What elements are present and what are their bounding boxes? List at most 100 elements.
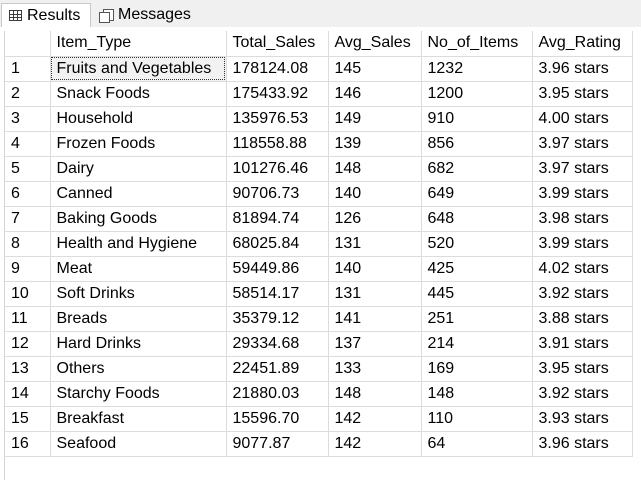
row-number-cell[interactable]: 3 <box>5 106 51 132</box>
avg-sales-cell[interactable]: 140 <box>328 181 422 207</box>
table-row[interactable]: 16 Seafood 9077.87 142 64 3.96 stars <box>5 431 633 457</box>
avg-rating-cell[interactable]: 3.97 stars <box>532 156 633 182</box>
no-of-items-cell[interactable]: 148 <box>421 381 533 407</box>
avg-rating-cell[interactable]: 3.91 stars <box>532 331 633 357</box>
no-of-items-cell[interactable]: 1232 <box>421 56 533 82</box>
total-sales-cell[interactable]: 15596.70 <box>226 406 329 432</box>
row-number-cell[interactable]: 1 <box>5 56 51 82</box>
avg-sales-cell[interactable]: 142 <box>328 431 422 457</box>
row-number-cell[interactable]: 10 <box>5 281 51 307</box>
avg-sales-cell[interactable]: 145 <box>328 56 422 82</box>
total-sales-header[interactable]: Total_Sales <box>226 31 329 57</box>
avg-sales-cell[interactable]: 131 <box>328 231 422 257</box>
item-type-cell[interactable]: Meat <box>50 256 227 282</box>
row-number-cell[interactable]: 14 <box>5 381 51 407</box>
results-grid[interactable]: Item_Type Total_Sales Avg_Sales No_of_Items… <box>4 31 638 480</box>
row-number-cell[interactable]: 11 <box>5 306 51 332</box>
no-of-items-cell[interactable]: 214 <box>421 331 533 357</box>
item-type-cell[interactable]: Hard Drinks <box>50 331 227 357</box>
table-row[interactable]: 14 Starchy Foods 21880.03 148 148 3.92 stars <box>5 381 633 407</box>
avg-sales-cell[interactable]: 142 <box>328 406 422 432</box>
avg-rating-header[interactable]: Avg_Rating <box>532 31 633 57</box>
no-of-items-cell[interactable]: 648 <box>421 206 533 232</box>
table-row[interactable]: 2 Snack Foods 175433.92 146 1200 3.95 stars <box>5 81 633 107</box>
total-sales-cell[interactable]: 175433.92 <box>226 81 329 107</box>
avg-rating-cell[interactable]: 4.00 stars <box>532 106 633 132</box>
avg-rating-cell[interactable]: 3.98 stars <box>532 206 633 232</box>
item-type-cell[interactable]: Breakfast <box>50 406 227 432</box>
avg-rating-cell[interactable]: 4.02 stars <box>532 256 633 282</box>
no-of-items-cell[interactable]: 520 <box>421 231 533 257</box>
total-sales-cell[interactable]: 29334.68 <box>226 331 329 357</box>
avg-sales-cell[interactable]: 149 <box>328 106 422 132</box>
item-type-header[interactable]: Item_Type <box>50 31 227 57</box>
avg-rating-cell[interactable]: 3.97 stars <box>532 131 633 157</box>
table-row[interactable]: 1 Fruits and Vegetables 178124.08 145 1232 3.… <box>5 56 633 82</box>
total-sales-cell[interactable]: 22451.89 <box>226 356 329 382</box>
table-row[interactable]: 8 Health and Hygiene 68025.84 131 520 3.99 st… <box>5 231 633 257</box>
table-row[interactable]: 12 Hard Drinks 29334.68 137 214 3.91 stars <box>5 331 633 357</box>
total-sales-cell[interactable]: 101276.46 <box>226 156 329 182</box>
row-number-cell[interactable]: 13 <box>5 356 51 382</box>
avg-sales-cell[interactable]: 148 <box>328 156 422 182</box>
table-row[interactable]: 13 Others 22451.89 133 169 3.95 stars <box>5 356 633 382</box>
total-sales-cell[interactable]: 59449.86 <box>226 256 329 282</box>
avg-rating-cell[interactable]: 3.92 stars <box>532 381 633 407</box>
avg-rating-cell[interactable]: 3.95 stars <box>532 356 633 382</box>
total-sales-cell[interactable]: 178124.08 <box>226 56 329 82</box>
avg-sales-cell[interactable]: 146 <box>328 81 422 107</box>
avg-sales-cell[interactable]: 141 <box>328 306 422 332</box>
item-type-cell[interactable]: Soft Drinks <box>50 281 227 307</box>
no-of-items-header[interactable]: No_of_Items <box>421 31 533 57</box>
total-sales-cell[interactable]: 58514.17 <box>226 281 329 307</box>
table-row[interactable]: 5 Dairy 101276.46 148 682 3.97 stars <box>5 156 633 182</box>
no-of-items-cell[interactable]: 169 <box>421 356 533 382</box>
avg-rating-cell[interactable]: 3.92 stars <box>532 281 633 307</box>
total-sales-cell[interactable]: 118558.88 <box>226 131 329 157</box>
no-of-items-cell[interactable]: 110 <box>421 406 533 432</box>
no-of-items-cell[interactable]: 445 <box>421 281 533 307</box>
row-number-cell[interactable]: 15 <box>5 406 51 432</box>
avg-sales-cell[interactable]: 140 <box>328 256 422 282</box>
row-number-cell[interactable]: 5 <box>5 156 51 182</box>
total-sales-cell[interactable]: 35379.12 <box>226 306 329 332</box>
avg-sales-header[interactable]: Avg_Sales <box>328 31 422 57</box>
row-number-cell[interactable]: 7 <box>5 206 51 232</box>
table-row[interactable]: 15 Breakfast 15596.70 142 110 3.93 stars <box>5 406 633 432</box>
table-row[interactable]: 4 Frozen Foods 118558.88 139 856 3.97 stars <box>5 131 633 157</box>
row-number-cell[interactable]: 12 <box>5 331 51 357</box>
row-number-cell[interactable]: 2 <box>5 81 51 107</box>
total-sales-cell[interactable]: 68025.84 <box>226 231 329 257</box>
row-number-cell[interactable]: 9 <box>5 256 51 282</box>
total-sales-cell[interactable]: 90706.73 <box>226 181 329 207</box>
no-of-items-cell[interactable]: 1200 <box>421 81 533 107</box>
avg-rating-cell[interactable]: 3.99 stars <box>532 181 633 207</box>
item-type-cell[interactable]: Snack Foods <box>50 81 227 107</box>
total-sales-cell[interactable]: 9077.87 <box>226 431 329 457</box>
row-number-cell[interactable]: 8 <box>5 231 51 257</box>
no-of-items-cell[interactable]: 64 <box>421 431 533 457</box>
row-number-cell[interactable]: 16 <box>5 431 51 457</box>
table-row[interactable]: 11 Breads 35379.12 141 251 3.88 stars <box>5 306 633 332</box>
total-sales-cell[interactable]: 21880.03 <box>226 381 329 407</box>
row-number-cell[interactable]: 4 <box>5 131 51 157</box>
avg-rating-cell[interactable]: 3.93 stars <box>532 406 633 432</box>
total-sales-cell[interactable]: 135976.53 <box>226 106 329 132</box>
item-type-cell[interactable]: Canned <box>50 181 227 207</box>
no-of-items-cell[interactable]: 682 <box>421 156 533 182</box>
row-number-cell[interactable]: 6 <box>5 181 51 207</box>
table-row[interactable]: 10 Soft Drinks 58514.17 131 445 3.92 stars <box>5 281 633 307</box>
item-type-cell[interactable]: Health and Hygiene <box>50 231 227 257</box>
total-sales-cell[interactable]: 81894.74 <box>226 206 329 232</box>
item-type-cell[interactable]: Dairy <box>50 156 227 182</box>
avg-rating-cell[interactable]: 3.96 stars <box>532 56 633 82</box>
row-number-header[interactable] <box>5 31 51 57</box>
avg-sales-cell[interactable]: 137 <box>328 331 422 357</box>
no-of-items-cell[interactable]: 251 <box>421 306 533 332</box>
item-type-cell[interactable]: Others <box>50 356 227 382</box>
item-type-cell[interactable]: Seafood <box>50 431 227 457</box>
table-row[interactable]: 6 Canned 90706.73 140 649 3.99 stars <box>5 181 633 207</box>
no-of-items-cell[interactable]: 856 <box>421 131 533 157</box>
item-type-cell[interactable]: Starchy Foods <box>50 381 227 407</box>
avg-sales-cell[interactable]: 139 <box>328 131 422 157</box>
